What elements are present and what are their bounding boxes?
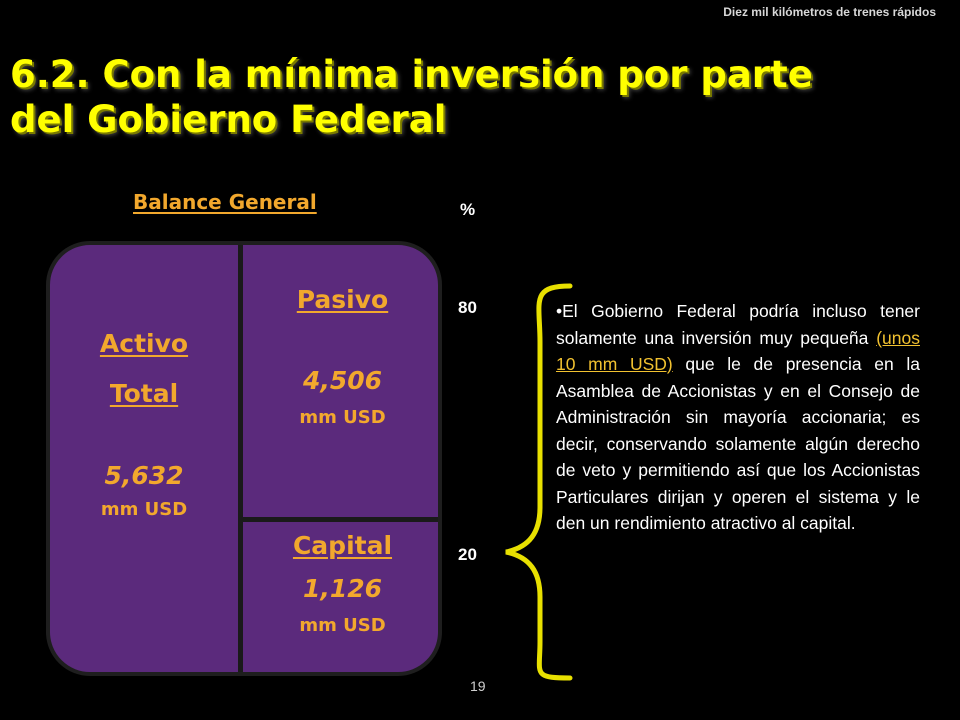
slide-title: 6.2. Con la mínima inversión por parte d… xyxy=(10,52,910,142)
investment-highlight: (unos 10 mm USD) xyxy=(556,327,920,375)
percent-unit-label: % xyxy=(460,200,476,219)
activo-value: 5,632 xyxy=(104,461,184,490)
header-note: Diez mil kilómetros de trenes rápidos xyxy=(723,5,936,19)
horizontal-divider xyxy=(240,517,438,522)
balance-sheet-box: Activo Total 5,632 mm USD Pasivo 4,506 m… xyxy=(46,241,442,676)
title-line-2: del Gobierno Federal xyxy=(10,98,447,141)
explanation-text-end: que le de presencia en la Asamblea de Ac… xyxy=(556,354,920,533)
pasivo-cell: Pasivo 4,506 mm USD xyxy=(243,285,438,428)
pasivo-value: 4,506 xyxy=(302,366,383,395)
capital-label: Capital xyxy=(292,531,393,560)
activo-label: Activo xyxy=(99,329,189,358)
pasivo-unit: mm USD xyxy=(299,407,386,428)
vertical-divider xyxy=(238,245,243,672)
percent-20-label: 20 xyxy=(458,545,477,564)
capital-value: 1,126 xyxy=(302,574,383,603)
pasivo-label: Pasivo xyxy=(296,285,389,314)
balance-heading: Balance General xyxy=(133,190,317,214)
percent-80-label: 80 xyxy=(458,298,477,317)
capital-unit: mm USD xyxy=(299,615,386,636)
curly-brace-icon xyxy=(505,283,573,681)
activo-cell: Activo Total 5,632 mm USD xyxy=(50,319,238,520)
total-label: Total xyxy=(109,379,179,408)
capital-cell: Capital 1,126 mm USD xyxy=(243,531,438,636)
explanation-text-start: •El Gobierno Federal podría incluso tene… xyxy=(556,301,920,348)
title-line-1: 6.2. Con la mínima inversión por parte xyxy=(10,53,813,96)
explanation-text: •El Gobierno Federal podría incluso tene… xyxy=(556,298,920,537)
page-number: 19 xyxy=(470,678,486,694)
activo-unit: mm USD xyxy=(100,499,188,520)
